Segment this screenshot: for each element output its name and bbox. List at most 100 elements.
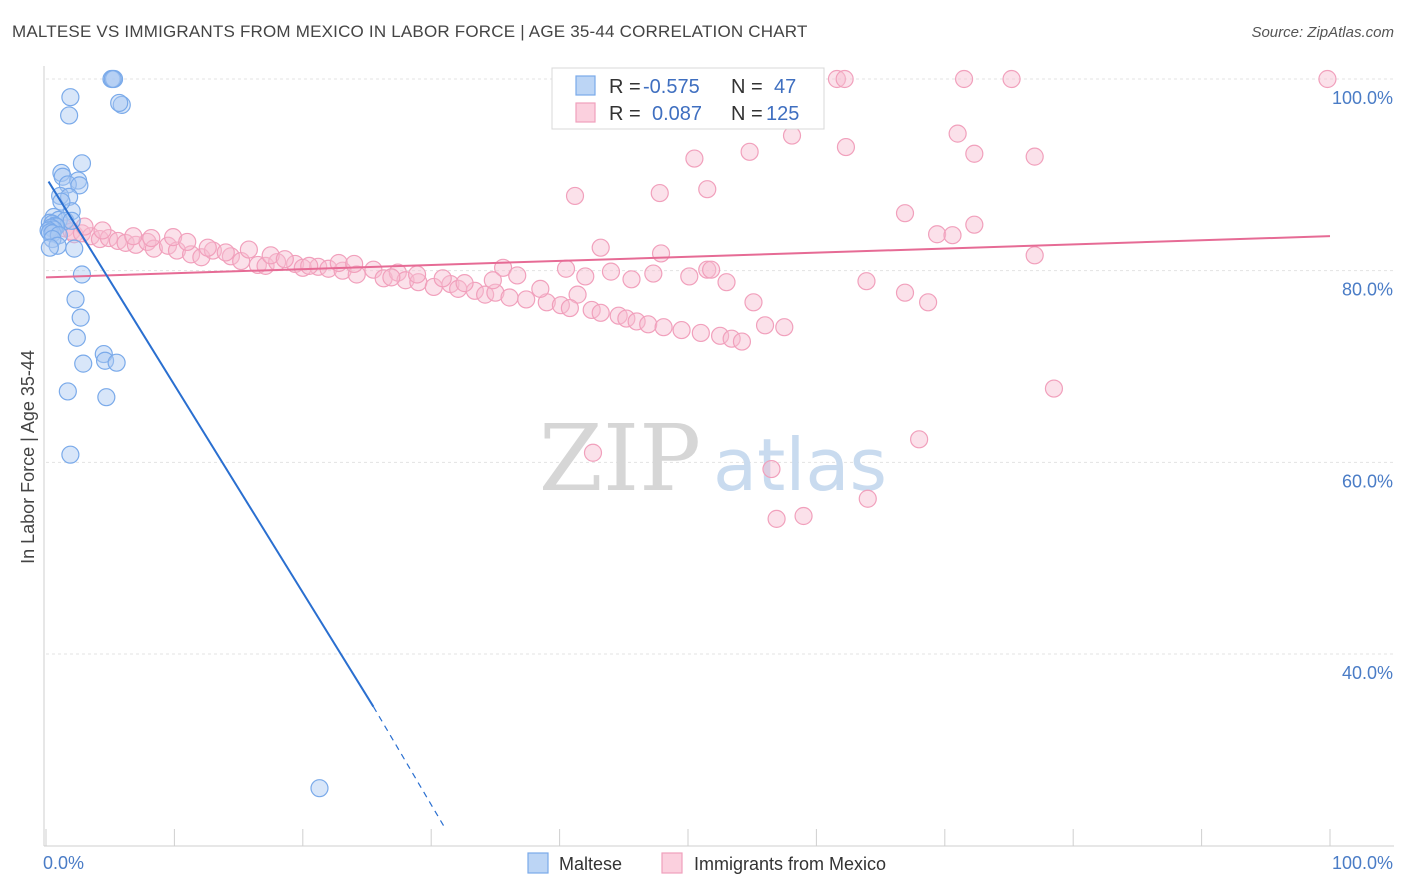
data-point <box>112 95 131 114</box>
data-point <box>58 382 77 401</box>
watermark-atlas: atlas <box>713 423 887 507</box>
legend-mexico-r-value: 0.087 <box>652 103 702 125</box>
data-point <box>835 69 854 89</box>
data-point <box>698 180 717 199</box>
data-point <box>517 290 536 309</box>
data-point <box>158 236 178 255</box>
data-point <box>650 183 669 203</box>
y-tick-label: 60.0% <box>1342 471 1393 491</box>
data-point <box>644 264 663 283</box>
data-point <box>836 137 856 157</box>
data-point <box>617 309 636 328</box>
data-point <box>639 315 658 334</box>
data-point <box>827 69 847 89</box>
data-point <box>685 149 704 168</box>
legend-mexico-r-label: R = <box>609 103 641 125</box>
data-point <box>965 144 984 163</box>
data-point <box>919 293 938 312</box>
data-point <box>767 509 786 528</box>
data-point <box>72 154 92 173</box>
data-point <box>97 388 116 407</box>
data-point <box>654 318 673 337</box>
data-point <box>500 288 519 307</box>
trend-line-maltese-extension <box>372 706 445 827</box>
data-point <box>433 269 452 288</box>
data-point <box>755 316 775 335</box>
data-point <box>895 204 915 223</box>
data-point <box>698 260 717 279</box>
data-point <box>560 298 579 318</box>
y-tick-label: 80.0% <box>1342 280 1393 300</box>
data-point <box>601 262 621 281</box>
legend-mexico-n-value: 125 <box>766 103 799 125</box>
data-point <box>775 318 794 337</box>
data-point <box>178 232 197 252</box>
x-tick-label: 0.0% <box>43 853 84 873</box>
data-point <box>483 271 502 290</box>
data-point <box>556 259 576 278</box>
data-point <box>744 293 763 312</box>
data-point <box>565 186 585 206</box>
data-point <box>531 279 550 298</box>
legend-swatch-maltese <box>575 75 596 96</box>
data-point <box>248 255 267 275</box>
data-point <box>680 267 699 286</box>
data-point <box>345 254 364 274</box>
tick-labels: 100.0% 80.0% 60.0% 40.0% 0.0% 100.0% <box>43 88 1393 873</box>
data-point <box>407 265 427 284</box>
data-point <box>591 238 610 257</box>
data-point <box>948 124 967 143</box>
data-point <box>710 326 730 345</box>
data-point <box>74 354 93 373</box>
gridlines <box>46 78 1394 655</box>
data-point <box>576 267 595 286</box>
x-tick-label: 100.0% <box>1332 853 1393 873</box>
watermark-zip: ZIP <box>539 405 701 512</box>
legend-mexico-n-label: N = <box>731 103 763 125</box>
data-point <box>782 126 802 145</box>
data-point <box>857 272 876 291</box>
legend-maltese-n-label: N = <box>731 76 763 98</box>
series-maltese <box>39 69 329 798</box>
legend-maltese-r-value: -0.575 <box>643 76 700 98</box>
data-point <box>794 506 813 526</box>
data-point <box>1025 246 1044 265</box>
data-point <box>72 265 92 284</box>
data-point <box>1318 69 1337 89</box>
bottom-legend: Maltese Immigrants from Mexico <box>527 852 886 874</box>
chart-title: MALTESE VS IMMIGRANTS FROM MEXICO IN LAB… <box>12 22 808 41</box>
data-point <box>717 273 736 292</box>
data-point <box>1044 379 1064 398</box>
data-point <box>103 69 122 89</box>
chart-source: Source: ZipAtlas.com <box>1251 24 1394 41</box>
bottom-legend-swatch-mexico <box>661 852 683 874</box>
data-point <box>110 93 129 113</box>
data-point <box>66 290 85 309</box>
data-point <box>144 239 163 258</box>
legend-box: R = -0.575 N = 47 R = 0.087 N = 125 <box>551 67 825 130</box>
data-point <box>455 274 474 293</box>
bottom-legend-maltese: Maltese <box>559 854 622 874</box>
y-tick-label: 100.0% <box>1332 88 1393 108</box>
data-point <box>583 443 603 462</box>
data-point <box>142 228 161 248</box>
data-point <box>702 260 721 279</box>
data-point <box>198 238 217 257</box>
data-point <box>300 256 319 275</box>
data-point <box>954 69 974 89</box>
data-point <box>382 268 401 287</box>
data-point <box>465 281 484 300</box>
data-point <box>107 353 126 372</box>
data-point <box>568 285 587 304</box>
data-point <box>927 225 947 244</box>
data-point <box>910 430 929 449</box>
data-point <box>1002 69 1021 89</box>
axes <box>43 66 1394 847</box>
data-point <box>261 246 280 265</box>
watermark: ZIP atlas <box>539 405 887 512</box>
data-point <box>672 320 691 340</box>
trend-lines <box>45 181 1331 827</box>
data-point <box>192 248 211 267</box>
data-point <box>943 226 962 245</box>
